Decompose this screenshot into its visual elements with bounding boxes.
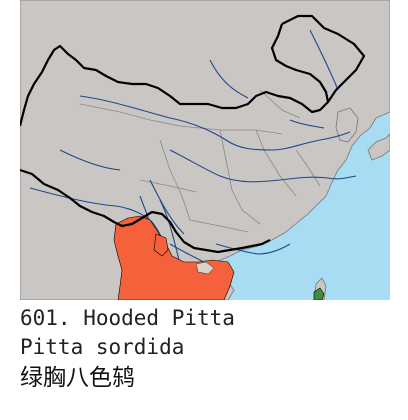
range-taiwan xyxy=(313,287,325,300)
japan-islands xyxy=(367,133,390,161)
species-scientific-name: Pitta sordida xyxy=(20,335,185,359)
korea-peninsula xyxy=(335,107,359,143)
map-svg xyxy=(20,0,390,300)
range-primary-extension xyxy=(153,233,169,257)
province-borders xyxy=(79,89,321,233)
national-border-northeast xyxy=(270,23,330,103)
species-english-name: 601. Hooded Pitta xyxy=(20,306,235,330)
species-caption: 601. Hooded Pitta Pitta sordida 绿胸八色鸫 xyxy=(20,304,400,394)
national-border xyxy=(20,14,366,127)
range-map xyxy=(20,0,390,300)
range-secondary xyxy=(195,261,215,275)
species-chinese-name: 绿胸八色鸫 xyxy=(20,365,135,391)
range-primary xyxy=(113,215,235,300)
national-border-south xyxy=(20,168,271,254)
